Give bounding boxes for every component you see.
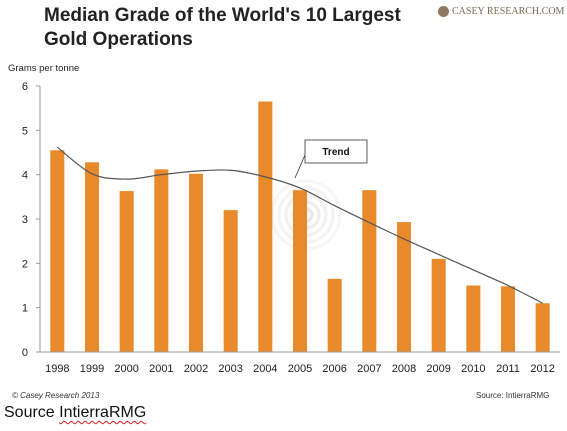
y-tick-label-0: 0: [22, 347, 28, 359]
chart-source: Source: IntierraRMG: [476, 391, 550, 400]
bar-2003: [223, 210, 238, 352]
chart-title-line-1: Median Grade of the World's 10 Largest: [44, 5, 401, 26]
bar-2004: [258, 101, 273, 353]
bar-2011: [501, 286, 515, 352]
bar-2006: [327, 278, 342, 352]
y-tick-label-2: 2: [22, 258, 28, 270]
chart-title-line-2: Gold Operations: [44, 29, 193, 50]
x-tick-label-2004: 2004: [253, 363, 277, 375]
bar-1998: [50, 150, 65, 352]
casey-logo-icon: [438, 6, 449, 17]
source-caption: Source IntierraRMG: [4, 404, 146, 422]
bar-2008: [397, 222, 411, 352]
bar-2007: [362, 190, 377, 352]
x-tick-label-2009: 2009: [426, 363, 450, 375]
trend-callout-label: Trend: [322, 147, 349, 158]
bar-2002: [189, 173, 203, 352]
source-caption-prefix: Source: [4, 404, 60, 421]
x-tick-label-2003: 2003: [218, 363, 242, 375]
logo-text: CASEY RESEARCH.COM: [452, 6, 565, 17]
chart-title: Median Grade of the World's 10 Largest G…: [44, 4, 401, 52]
x-tick-label-2006: 2006: [322, 363, 346, 375]
bar-2000: [119, 191, 134, 352]
copyright-note: © Casey Research 2013: [12, 391, 100, 400]
bar-2005: [293, 190, 307, 352]
x-tick-label-2008: 2008: [392, 363, 416, 375]
x-tick-label-2005: 2005: [288, 363, 312, 375]
x-tick-label-2002: 2002: [184, 363, 208, 375]
x-tick-label-2011: 2011: [496, 363, 520, 375]
y-tick-label-3: 3: [22, 214, 28, 226]
bar-2009: [431, 258, 446, 352]
bar-2010: [466, 285, 481, 352]
y-tick-label-5: 5: [22, 125, 28, 137]
y-axis-label: Grams per tonne: [8, 63, 80, 74]
casey-research-logo: CASEY RESEARCH.COM: [438, 6, 564, 17]
bar-2001: [154, 169, 169, 352]
y-tick-label-4: 4: [22, 170, 28, 182]
trend-line: [56, 146, 543, 304]
source-caption-name: IntierraRMG: [59, 404, 147, 421]
y-tick-label-1: 1: [22, 303, 28, 315]
x-tick-label-1999: 1999: [80, 363, 104, 375]
x-tick-label-2012: 2012: [530, 363, 554, 375]
x-tick-label-2001: 2001: [149, 363, 173, 375]
x-tick-label-2007: 2007: [357, 363, 381, 375]
x-tick-label-1998: 1998: [45, 363, 69, 375]
trend-callout-box: [304, 139, 368, 164]
x-tick-label-2000: 2000: [114, 363, 138, 375]
x-tick-label-2010: 2010: [461, 363, 485, 375]
bar-1999: [85, 162, 99, 352]
trend-callout-leader: [294, 154, 306, 179]
bar-2012: [535, 303, 550, 352]
y-tick-label-6: 6: [22, 81, 28, 93]
